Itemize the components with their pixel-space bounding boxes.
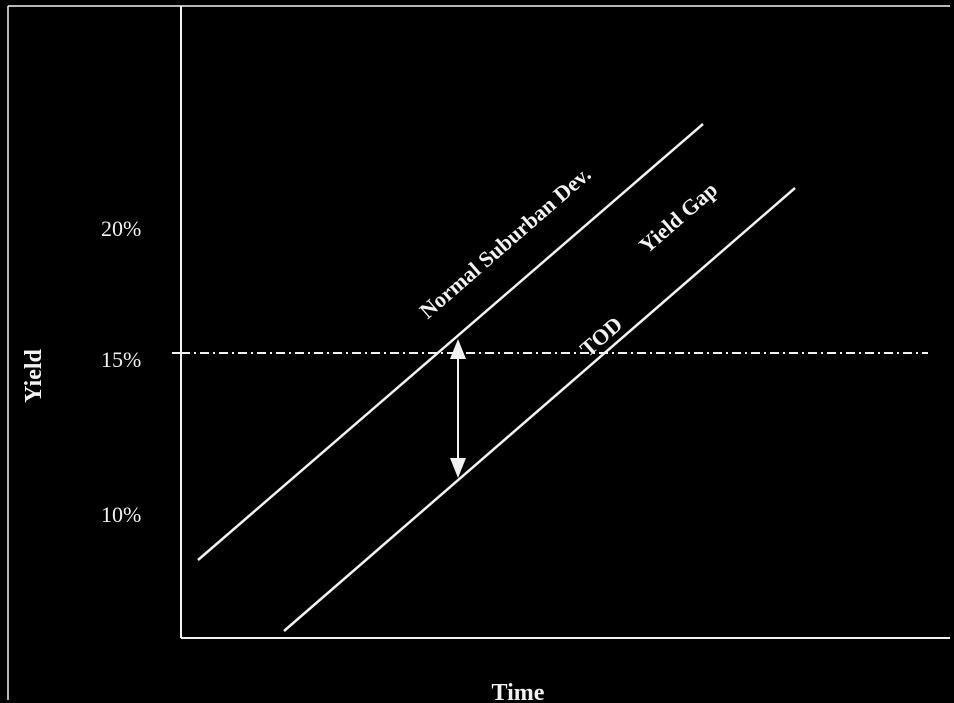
y-tick-label-10: 10% xyxy=(101,502,141,527)
x-axis-title: Time xyxy=(492,680,545,703)
y-tick-label-20: 20% xyxy=(101,216,141,241)
normal-suburban-line xyxy=(197,123,704,561)
yield-gap-label: Yield Gap xyxy=(634,177,722,258)
y-axis-title: Yield xyxy=(21,348,47,402)
y-tick-label-15: 15% xyxy=(101,347,141,372)
normal-suburban-label: Normal Suburban Dev. xyxy=(415,161,596,323)
tod-line xyxy=(283,187,796,632)
